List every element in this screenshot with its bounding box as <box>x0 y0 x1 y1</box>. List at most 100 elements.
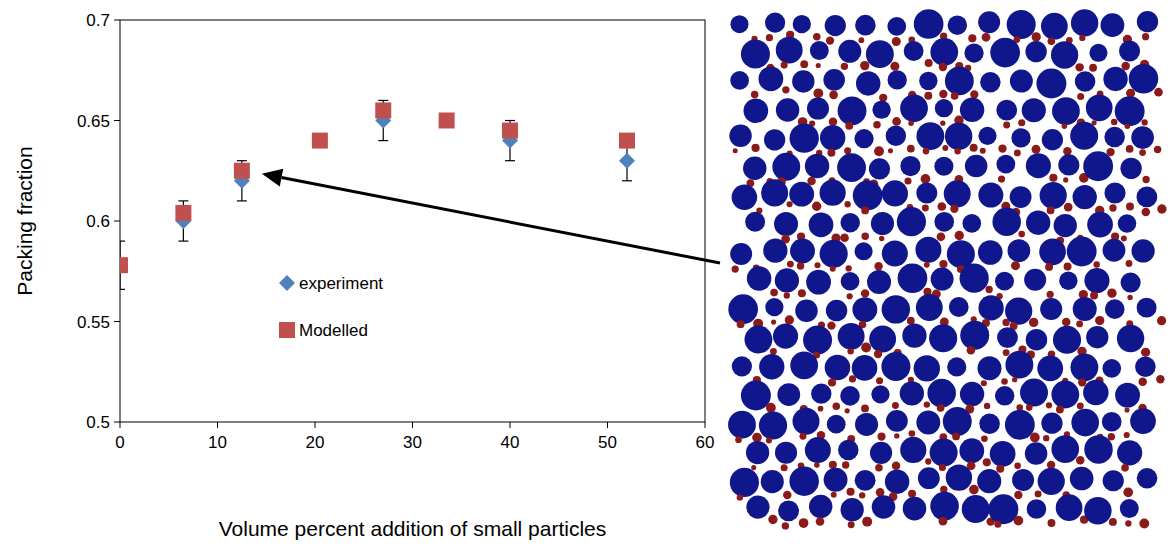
small-particle <box>847 488 855 496</box>
large-particle <box>1027 499 1047 519</box>
small-particle <box>733 148 738 153</box>
large-particle <box>1101 13 1125 37</box>
large-particle <box>1026 153 1051 178</box>
small-particle <box>861 343 871 353</box>
large-particle <box>887 17 906 36</box>
large-particle <box>778 501 799 522</box>
y-tick-label: 0.55 <box>77 313 110 332</box>
large-particle <box>930 492 959 521</box>
large-particle <box>1084 497 1112 525</box>
large-particle <box>900 156 920 176</box>
large-particle <box>1102 412 1122 432</box>
small-particle <box>861 404 869 412</box>
large-particle <box>978 183 1003 208</box>
small-particle <box>1049 174 1057 182</box>
large-particle <box>1038 468 1065 495</box>
large-particle <box>960 382 984 406</box>
small-particle <box>874 350 882 358</box>
small-particle <box>813 88 823 98</box>
large-particle <box>1070 353 1098 381</box>
small-particle <box>924 92 932 100</box>
small-particle <box>787 261 794 268</box>
large-particle <box>1058 154 1079 175</box>
large-particle <box>962 214 981 233</box>
large-particle <box>960 98 984 122</box>
large-particle <box>897 207 926 236</box>
small-particle <box>892 461 900 469</box>
small-particle <box>847 293 853 299</box>
data-point <box>234 163 250 179</box>
large-particle <box>960 264 989 293</box>
x-tick-label: 0 <box>115 433 124 452</box>
small-particle <box>879 236 884 241</box>
small-particle <box>844 147 851 154</box>
small-particle <box>782 522 789 529</box>
large-particle <box>776 37 803 64</box>
error-bar-cap <box>120 289 125 290</box>
small-particle <box>766 34 773 41</box>
large-particle <box>1026 211 1050 235</box>
data-point <box>120 257 128 273</box>
large-particle <box>990 441 1016 467</box>
small-particle <box>937 404 945 412</box>
large-particle <box>1086 326 1108 348</box>
large-particle <box>743 98 768 123</box>
small-particle <box>770 348 777 355</box>
small-particle <box>847 348 853 354</box>
large-particle <box>1086 94 1113 121</box>
large-particle <box>882 295 910 323</box>
small-particle <box>1032 145 1041 154</box>
large-particle <box>900 94 928 122</box>
small-particle <box>1124 408 1129 413</box>
x-tick-label: 60 <box>696 433 715 452</box>
small-particle <box>970 144 978 152</box>
small-particle <box>827 149 835 157</box>
large-particle <box>927 379 956 408</box>
large-particle <box>964 43 983 62</box>
large-particle <box>855 470 876 491</box>
large-particle <box>931 268 954 291</box>
large-particle <box>881 352 910 381</box>
large-particle <box>1104 127 1125 148</box>
small-particle <box>781 464 788 471</box>
small-particle <box>831 492 837 498</box>
small-particle <box>1107 288 1116 297</box>
large-particle <box>838 323 865 350</box>
large-particle <box>959 438 984 463</box>
small-particle <box>1077 93 1084 100</box>
small-particle <box>996 465 1004 473</box>
large-particle <box>1115 383 1140 408</box>
small-particle <box>813 33 820 40</box>
small-particle <box>877 432 885 440</box>
x-tick <box>315 422 316 428</box>
large-particle <box>990 38 1020 68</box>
large-particle <box>943 407 972 436</box>
small-particle <box>1030 433 1040 443</box>
large-particle <box>871 385 889 403</box>
large-particle <box>1037 356 1063 382</box>
small-particle <box>751 465 756 470</box>
small-particle <box>1139 149 1146 156</box>
x-tick <box>120 422 121 428</box>
small-particle <box>981 380 987 386</box>
small-particle <box>1035 490 1042 497</box>
large-particle <box>1041 13 1068 40</box>
small-particle <box>829 461 837 469</box>
large-particle <box>825 355 851 381</box>
large-particle <box>1132 239 1155 262</box>
arrow-head <box>262 169 283 187</box>
large-particle <box>1120 499 1139 518</box>
small-particle <box>940 121 945 126</box>
y-tick <box>114 221 120 222</box>
small-particle <box>840 233 849 242</box>
large-particle <box>870 442 892 464</box>
large-particle <box>838 96 867 125</box>
x-tick-label: 40 <box>501 433 520 452</box>
large-particle <box>1071 409 1099 437</box>
large-particle <box>730 243 752 265</box>
large-particle <box>1102 359 1121 378</box>
small-particle <box>782 86 789 93</box>
small-particle <box>998 176 1005 183</box>
large-particle <box>1051 435 1079 463</box>
small-particle <box>787 201 793 207</box>
